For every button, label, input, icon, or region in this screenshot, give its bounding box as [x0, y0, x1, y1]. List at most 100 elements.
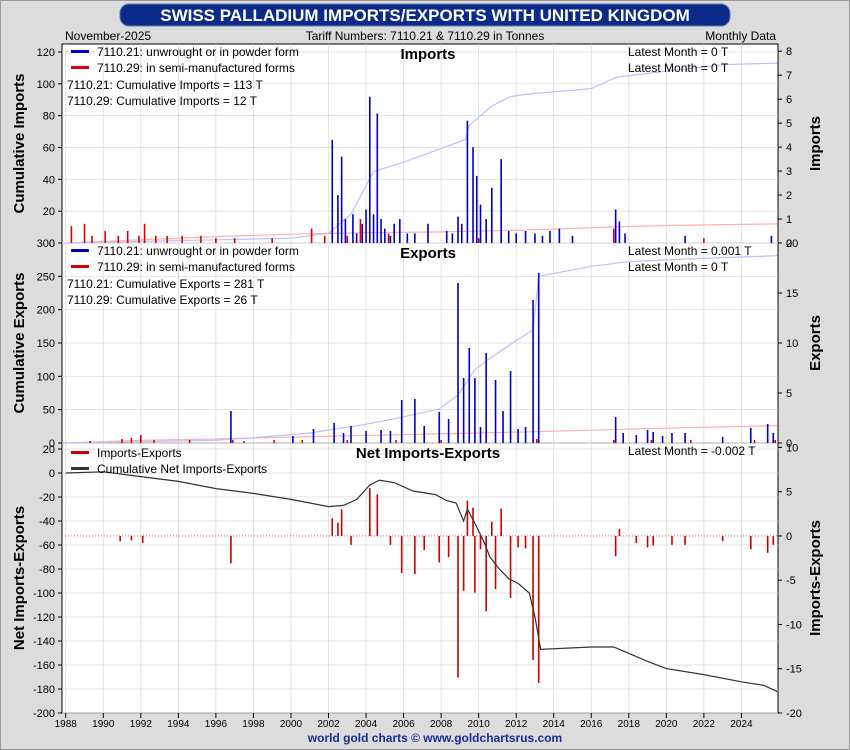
panel-title: Exports — [400, 245, 456, 262]
bar-7110-21 — [646, 430, 649, 443]
bar-net — [684, 535, 686, 545]
x-tick-label: 2010 — [468, 719, 491, 730]
bar-7110-21 — [438, 412, 441, 443]
bar-net — [474, 535, 476, 593]
chart-title: SWISS PALLADIUM IMPORTS/EXPORTS WITH UNI… — [160, 6, 690, 25]
axes-layer: 1988 1990 1992 1994 1996 1998 2000 2002 2004 2006… — [11, 46, 824, 730]
bar-7110-21 — [384, 228, 386, 243]
bar-7110-29 — [126, 231, 129, 243]
left-tick-label: 0 — [49, 468, 55, 480]
x-tick-label: 1990 — [92, 719, 115, 730]
bar-net — [614, 535, 617, 557]
bar-net — [721, 535, 724, 542]
bar-7110-29 — [121, 439, 123, 443]
bar-7110-29 — [753, 440, 756, 443]
right-tick-label: 7 — [786, 70, 792, 82]
bar-net — [532, 535, 534, 660]
date-label: November-2025 — [65, 29, 151, 43]
x-tick-label: 2014 — [543, 719, 566, 730]
cumulative-total-7110-29: 7110.29: Cumulative Imports = 12 T — [67, 94, 258, 108]
legend-label-7110-29: 7110.29: in semi-manufactured forms — [97, 260, 295, 274]
bar-net — [337, 522, 339, 536]
bar-net — [479, 535, 482, 550]
bar-7110-21 — [532, 300, 534, 443]
bar-7110-21 — [380, 219, 382, 243]
bar-7110-29 — [89, 441, 91, 443]
x-tick-label: 2022 — [693, 719, 716, 730]
bar-7110-21 — [671, 433, 673, 443]
bar-7110-21 — [447, 419, 450, 443]
bar-net — [466, 500, 469, 536]
x-tick-label: 2018 — [618, 719, 641, 730]
left-tick-label: 80 — [43, 111, 55, 123]
cumulative-net-line — [65, 471, 778, 692]
bar-7110-29 — [612, 228, 615, 243]
legend-label-7110-21: 7110.21: unwrought or in powder form — [97, 45, 299, 59]
left-tick-label: -140 — [33, 636, 55, 648]
x-tick-label: 2002 — [317, 719, 340, 730]
right-tick-label: 0 — [786, 438, 792, 450]
bar-7110-29 — [233, 238, 236, 243]
bar-7110-21 — [494, 380, 497, 443]
bar-7110-21 — [331, 139, 334, 243]
bar-7110-21 — [372, 214, 375, 243]
right-tick-label: -20 — [786, 708, 802, 720]
bar-7110-21 — [500, 159, 502, 243]
plot-area — [61, 43, 779, 714]
bar-7110-29 — [117, 235, 120, 243]
bar-7110-29 — [650, 440, 653, 443]
bar-7110-21 — [365, 209, 367, 243]
bar-7110-29 — [231, 440, 234, 443]
right-tick-label: 6 — [786, 94, 792, 106]
bar-7110-21 — [684, 433, 686, 443]
bar-7110-21 — [460, 223, 463, 243]
bar-net — [400, 535, 403, 574]
bar-7110-29 — [130, 438, 133, 443]
bar-net — [772, 535, 775, 545]
bar-7110-21 — [340, 156, 343, 243]
left-tick-label: 200 — [37, 305, 55, 317]
bar-7110-21 — [749, 428, 752, 443]
legend-swatch-7110-29 — [71, 265, 89, 268]
left-tick-label: 20 — [43, 206, 55, 218]
bar-7110-29 — [536, 439, 538, 443]
x-tick-label: 2020 — [655, 719, 678, 730]
bar-7110-21 — [721, 437, 724, 443]
bar-7110-21 — [230, 411, 232, 443]
left-tick-label: -160 — [33, 660, 55, 672]
bar-7110-29 — [104, 231, 106, 243]
right-tick-label: 20 — [786, 238, 798, 250]
bar-net — [462, 535, 465, 591]
bar-7110-21 — [770, 235, 773, 243]
bar-7110-21 — [350, 426, 352, 443]
bar-net — [652, 535, 654, 546]
legend-swatch-7110-21 — [71, 249, 89, 252]
bar-net — [646, 535, 649, 548]
bar-7110-21 — [472, 147, 474, 243]
bar-net — [389, 535, 392, 545]
left-tick-label: -200 — [33, 708, 55, 720]
left-axis-title: Cumulative Imports — [11, 73, 28, 213]
latest-month-7110-29: Latest Month = 0 T — [628, 61, 729, 75]
bar-7110-21 — [414, 399, 416, 443]
bar-net — [490, 521, 493, 536]
bar-7110-29 — [155, 235, 157, 243]
bar-net — [423, 535, 426, 551]
bar-7110-29 — [215, 238, 217, 243]
left-tick-label: -20 — [39, 492, 55, 504]
bar-net — [472, 507, 474, 536]
net-cumulative-line — [65, 471, 778, 692]
bar-7110-29 — [166, 235, 168, 243]
bar-net — [618, 528, 621, 536]
tariff-label: Tariff Numbers: 7110.21 & 7110.29 in Ton… — [306, 29, 545, 43]
right-axis-title: Imports — [807, 116, 824, 171]
bar-7110-21 — [475, 175, 478, 243]
bar-net — [749, 535, 752, 550]
bar-7110-21 — [352, 214, 354, 243]
cumulative-7110-29-line — [65, 425, 778, 444]
x-tick-label: 1996 — [205, 719, 228, 730]
bar-7110-29 — [243, 441, 245, 443]
cumulative-total-7110-21: 7110.21: Cumulative Exports = 281 T — [67, 277, 265, 291]
bar-7110-29 — [301, 440, 304, 443]
bar-7110-21 — [312, 429, 315, 443]
